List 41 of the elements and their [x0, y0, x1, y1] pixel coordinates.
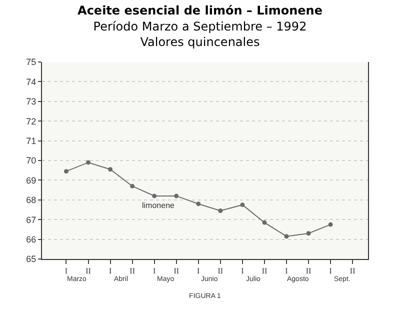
y-tick-label: 67	[26, 214, 36, 225]
point	[108, 167, 113, 172]
x-tick-label: II	[174, 266, 180, 276]
x-tick-label: I	[241, 266, 244, 276]
series-label: limonene	[142, 201, 176, 210]
y-tick-label: 70	[26, 156, 36, 166]
point	[64, 169, 68, 174]
x-tick-label: II	[306, 266, 312, 276]
point	[240, 202, 245, 208]
x-tick-label: II	[130, 266, 136, 276]
x-tick-label: I	[64, 266, 68, 276]
point	[262, 220, 267, 225]
chart-subtitle: Período Marzo a Septiembre – 1992 Valores quincenales	[93, 19, 307, 49]
y-tick-label: 75	[26, 57, 36, 68]
x-tick-label: I	[153, 266, 156, 276]
x-tick-label: II	[86, 266, 92, 276]
chart-title: Aceite esencial de limón – Limonene	[78, 4, 322, 18]
y-tick-label: 69	[26, 175, 36, 186]
x-tick-label: II	[262, 266, 268, 276]
x-tick-label: I	[197, 266, 200, 276]
point	[284, 234, 289, 239]
point	[196, 202, 201, 206]
y-tick-label: 66	[26, 234, 36, 244]
point	[306, 231, 311, 236]
y-tick-label: 74	[26, 76, 36, 87]
point	[328, 222, 333, 227]
y-tick-label: 72	[26, 116, 36, 126]
y-tick-label: 71	[26, 136, 36, 146]
x-tick-label: I	[108, 266, 112, 276]
x-tick-label: II	[350, 266, 356, 276]
point	[152, 194, 157, 198]
point	[174, 194, 179, 198]
point	[130, 184, 135, 188]
y-tick-label: 65	[26, 254, 36, 264]
y-tick-label: 68	[26, 195, 36, 206]
point	[218, 208, 223, 213]
y-tick-label: 73	[26, 96, 36, 107]
x-tick-label: I	[285, 266, 288, 276]
point	[86, 160, 91, 165]
x-tick-label: II	[218, 266, 224, 276]
x-tick-label: I	[329, 266, 332, 276]
